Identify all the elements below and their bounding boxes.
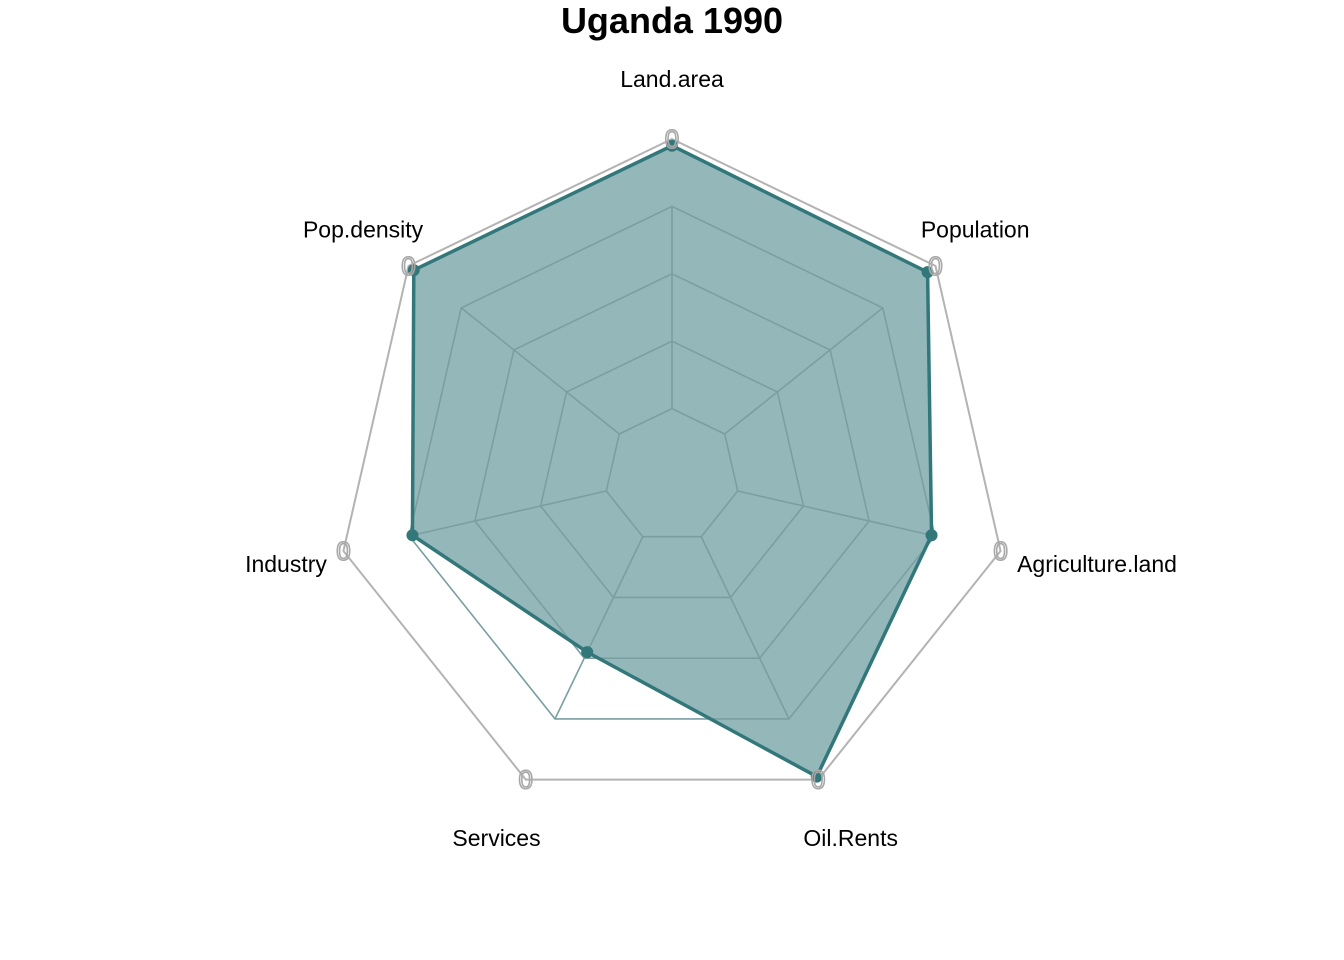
axis-tick-label: 0 — [993, 536, 1007, 566]
series-layer — [406, 139, 938, 783]
grid-ring — [605, 407, 739, 538]
axis-tick-label: 0 — [928, 251, 942, 281]
axis-label-land-area: Land.area — [620, 66, 724, 92]
chart-title: Uganda 1990 — [561, 0, 783, 41]
series-line — [410, 143, 934, 779]
data-point — [925, 529, 938, 542]
data-point — [921, 266, 934, 279]
axis-tick-label: 0 — [665, 124, 679, 154]
data-point — [581, 646, 594, 659]
grid-spoke — [554, 536, 644, 720]
axis-tick-label: 0 — [811, 765, 825, 795]
grid-ring — [539, 340, 805, 599]
series-area — [412, 145, 932, 777]
grid-layer — [342, 137, 1002, 781]
data-point — [406, 529, 419, 542]
axis-label-pop-density: Pop.density — [303, 217, 424, 243]
axis-labels: 0 0 0 0 0 0 0 Land.area Population Agriculture.la… — [245, 66, 1177, 851]
axis-tick-label: 0 — [401, 251, 415, 281]
data-point — [407, 264, 420, 277]
grid-spoke — [700, 536, 790, 720]
axis-label-oil-rents: Oil.Rents — [803, 825, 898, 851]
grid-ring — [474, 272, 870, 659]
data-point — [666, 139, 678, 152]
data-point — [810, 770, 823, 783]
outer-grid-polygon — [342, 137, 1002, 781]
grid-spoke — [460, 307, 620, 435]
axis-label-industry: Industry — [245, 551, 327, 577]
axis-label-population: Population — [921, 217, 1030, 243]
axis-label-services: Services — [452, 825, 540, 851]
axis-tick-label: 0 — [519, 765, 533, 795]
axis-tick-label: 0 — [336, 536, 350, 566]
grid-spoke — [724, 307, 884, 435]
grid-spoke — [737, 490, 936, 537]
grid-ring — [408, 205, 936, 720]
grid-spoke — [408, 490, 607, 537]
axis-label-agriculture-land: Agriculture.land — [1017, 551, 1177, 577]
